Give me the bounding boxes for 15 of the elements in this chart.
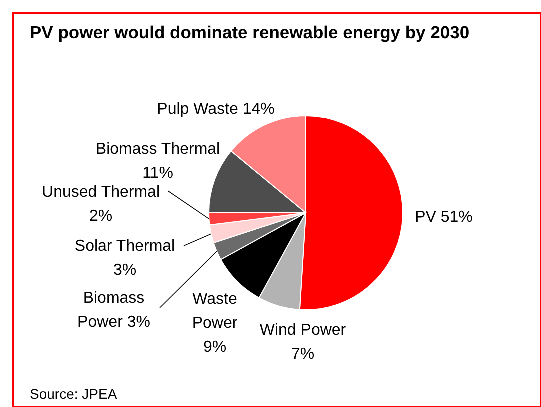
slice-label: Waste Power	[192, 291, 238, 332]
slice-label: Pulp Waste 14%	[157, 101, 275, 118]
source-note: Source: JPEA	[30, 386, 118, 402]
slice-label: Biomass Power 3%	[78, 290, 150, 331]
slice-label: Biomass Thermal	[96, 141, 220, 158]
slice-label: PV 51%	[415, 209, 473, 226]
slice-label: Unused Thermal	[42, 184, 160, 201]
slice-label: Solar Thermal	[74, 238, 176, 255]
data-label: 2%	[89, 208, 113, 225]
data-label: 7%	[291, 346, 315, 363]
data-label: 3%	[113, 262, 137, 279]
slice-label: Wind Power	[260, 322, 347, 339]
data-label: 11%	[142, 165, 174, 182]
chart-title: PV power would dominate renewable energy by 2030	[30, 22, 470, 42]
data-label: 9%	[203, 339, 227, 356]
